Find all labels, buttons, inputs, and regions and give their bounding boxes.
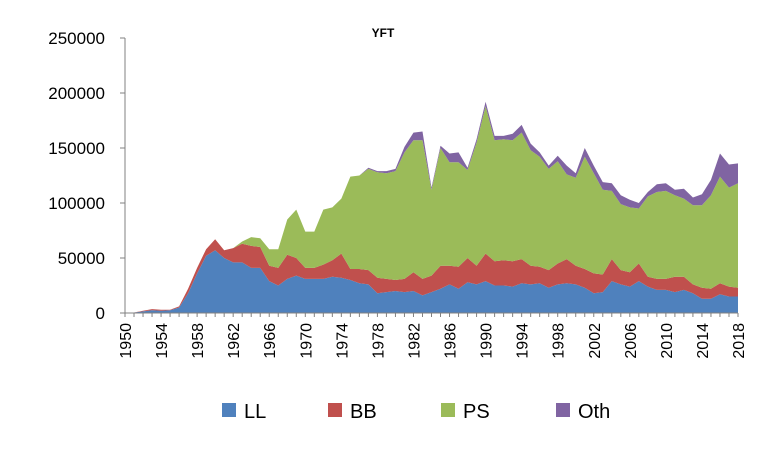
x-tick-label: 2006 — [623, 323, 640, 359]
y-tick-label: 100000 — [48, 194, 105, 213]
y-tick-label: 250000 — [48, 29, 105, 48]
x-tick-label: 1962 — [226, 323, 243, 359]
legend-label-oth: Oth — [578, 401, 610, 423]
y-tick-label: 50000 — [58, 249, 105, 268]
x-tick-label: 1970 — [298, 323, 315, 359]
x-tick-label: 1958 — [190, 323, 207, 359]
x-tick-label: 1950 — [118, 323, 135, 359]
x-tick-label: 2010 — [659, 323, 676, 359]
area-series-bb — [125, 239, 738, 313]
axes — [120, 37, 739, 317]
x-tick-label: 1994 — [515, 323, 532, 359]
legend-swatch-bb — [328, 403, 342, 417]
x-tick-label: 1998 — [551, 323, 568, 359]
area-layers — [125, 101, 738, 313]
y-tick-label: 200000 — [48, 84, 105, 103]
legend-swatch-ps — [441, 403, 455, 417]
x-tick-labels: 1950 1954 1958 1962 1966 1970 1974 1978 1982 1986… — [118, 323, 748, 359]
legend-label-ll: LL — [244, 401, 266, 423]
x-tick-label: 2018 — [731, 323, 748, 359]
legend-label-ps: PS — [463, 401, 490, 423]
x-tick-label: 2002 — [587, 323, 604, 359]
x-tick-label: 1954 — [154, 323, 171, 359]
x-tick-label: 1990 — [479, 323, 496, 359]
legend-label-bb: BB — [350, 401, 377, 423]
x-tick-label: 2014 — [695, 323, 712, 359]
y-tick-labels: 0 50000 100000 150000 200000 250000 — [48, 29, 105, 323]
legend-swatch-oth — [556, 403, 570, 417]
y-tick-label: 0 — [96, 304, 105, 323]
x-tick-label: 1982 — [406, 323, 423, 359]
x-tick-label: 1978 — [370, 323, 387, 359]
chart-title: YFT — [372, 26, 395, 40]
area-series-ll — [125, 250, 738, 313]
area-series-ps — [125, 106, 738, 313]
x-tick-label: 1974 — [334, 323, 351, 359]
legend: LL BB PS Oth — [222, 401, 610, 423]
x-tick-label: 1966 — [262, 323, 279, 359]
x-tick-label: 1986 — [443, 323, 460, 359]
area-series-oth — [125, 101, 738, 313]
legend-swatch-ll — [222, 403, 236, 417]
y-tick-label: 150000 — [48, 139, 105, 158]
